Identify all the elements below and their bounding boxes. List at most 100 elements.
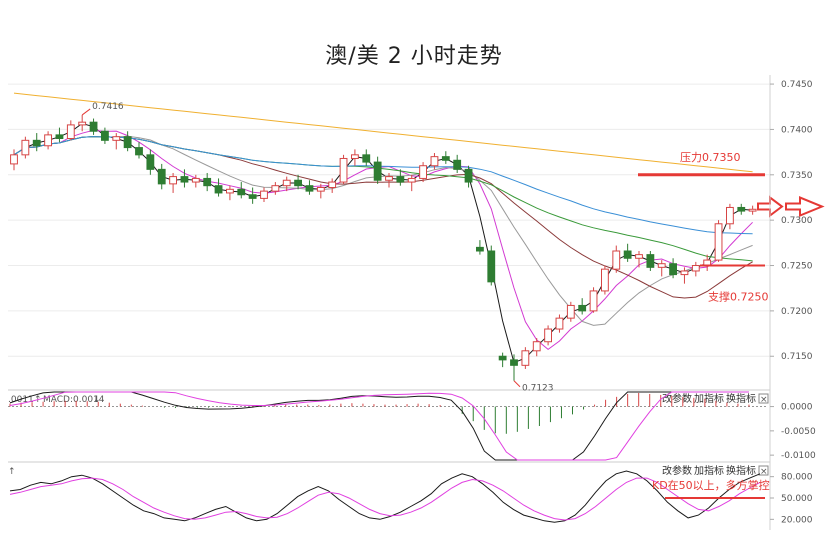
candle-body — [282, 179, 291, 187]
high-marker-line — [81, 108, 91, 116]
resistance-label: 压力0.7350 — [680, 151, 741, 164]
candle-body — [521, 350, 530, 366]
candle-body — [635, 254, 643, 259]
candle-body — [339, 157, 348, 183]
candle-body — [351, 154, 359, 159]
candle-body — [89, 121, 98, 132]
arrow-right-icon — [785, 196, 825, 218]
kd-panel-button[interactable]: 改参数 — [662, 464, 692, 477]
price-grid — [8, 83, 770, 463]
candle-body — [214, 185, 223, 194]
candle-body — [589, 290, 598, 312]
candle-body — [419, 165, 428, 179]
macd-panel: .0011 ↑ MACD:0.0014↓ 改参数 加指标 换指标 ×0.0000-0.005… — [8, 391, 816, 461]
kd-tick-label: 20.000 — [781, 515, 813, 525]
candle-body — [601, 268, 609, 292]
candle-body — [612, 250, 621, 270]
candle-body — [430, 156, 439, 167]
macd-header-value: .0011 — [8, 395, 34, 405]
macd-panel-button[interactable]: 换指标 — [726, 392, 756, 405]
candle-body — [260, 190, 268, 199]
candle-body — [441, 156, 450, 161]
candle-body — [487, 250, 496, 283]
candle-body — [21, 139, 30, 156]
kd-panel-button[interactable]: 换指标 — [726, 464, 756, 477]
kd-note: KD在50以上，多方掌控 — [652, 478, 770, 492]
candle-body — [112, 136, 121, 141]
ma-line-45 — [13, 136, 753, 235]
candle-body — [10, 154, 18, 165]
price-tick-label: 0.7350 — [781, 171, 813, 181]
candle-body — [328, 181, 337, 188]
candle-body — [407, 177, 416, 183]
kd-tick-label: 50.000 — [781, 494, 813, 504]
price-tick-label: 0.7150 — [781, 352, 813, 362]
candle-body — [669, 263, 678, 276]
candle-body — [464, 168, 473, 183]
ma-line-fast — [13, 122, 753, 364]
ma-line-5 — [13, 129, 753, 351]
close-icon-glyph: × — [760, 395, 768, 405]
price-tick-label: 0.7250 — [781, 262, 813, 272]
candle-body — [157, 168, 166, 185]
candle-body — [305, 185, 314, 192]
candle-body — [737, 206, 746, 212]
ma-line-long — [13, 92, 753, 173]
candle-body — [578, 304, 587, 312]
high-label: 0.7416 — [92, 102, 124, 112]
support-label: 支撑0.7250 — [708, 290, 769, 304]
candle-body — [748, 208, 757, 212]
kd-panel-button[interactable]: 加指标 — [694, 464, 724, 477]
candle-body — [101, 130, 109, 141]
candle-body — [226, 188, 234, 194]
candle-body — [396, 176, 405, 183]
kd-d-line — [9, 477, 761, 521]
candle-body — [44, 134, 53, 147]
macd-dif-line — [9, 391, 749, 461]
candle-body — [680, 270, 689, 276]
candle-body — [544, 328, 553, 343]
candle-body — [385, 176, 393, 181]
candle-body — [657, 263, 666, 268]
candlestick-series — [10, 114, 757, 381]
macd-tick-label: -0.0100 — [781, 451, 816, 461]
macd-tick-label: 0.0000 — [781, 403, 813, 413]
candle-body — [555, 317, 564, 330]
candle-body — [135, 147, 143, 156]
ma-line-30 — [13, 136, 753, 262]
candle-body — [32, 139, 41, 147]
macd-header-label: MACD:0.0014 — [43, 395, 105, 405]
candle-body — [453, 159, 462, 170]
candle-body — [169, 176, 178, 185]
candle-body — [498, 355, 507, 361]
ma-line-10 — [13, 135, 753, 326]
moving-averages — [13, 92, 753, 364]
candle-body — [316, 186, 325, 192]
low-label: 0.7123 — [522, 384, 554, 394]
price-tick-label: 0.7300 — [781, 216, 813, 226]
close-icon[interactable] — [758, 465, 769, 476]
price-tick-label: 0.7450 — [781, 80, 813, 90]
candle-body — [691, 265, 700, 272]
candle-body — [191, 177, 200, 183]
macd-panel-button[interactable]: 改参数 — [662, 392, 692, 405]
kd-k-line — [9, 470, 761, 523]
candle-body — [373, 161, 382, 181]
candle-body — [146, 154, 155, 170]
candle-body — [623, 250, 632, 259]
low-marker-line — [513, 380, 521, 388]
chart-title: 澳/美 2 小时走势 — [325, 44, 503, 69]
price-axis: 0.7450 0.7400 0.7350 0.7300 0.7250 0.7200 0.71… — [769, 75, 813, 530]
macd-panel-button[interactable]: 加指标 — [694, 392, 724, 405]
candle-body — [362, 154, 371, 163]
annotation-layer: 0.7416 0.7123 压力0.7350 支撑0.7250 — [81, 102, 825, 394]
candle-body — [714, 223, 723, 261]
candle-body — [566, 304, 575, 319]
candle-body — [180, 176, 189, 183]
candle-body — [532, 341, 541, 352]
candle-body — [66, 124, 75, 140]
candle-body — [203, 177, 212, 187]
close-icon[interactable] — [758, 393, 769, 404]
candle-body — [78, 121, 87, 126]
